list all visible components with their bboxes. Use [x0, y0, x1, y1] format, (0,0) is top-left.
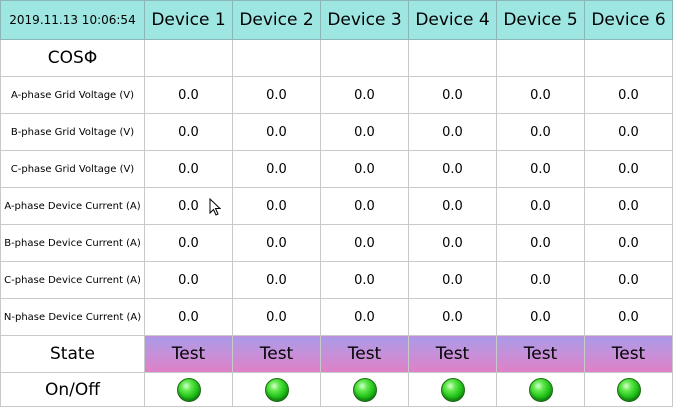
value-cell: 0.0	[497, 262, 585, 299]
value-cell: 0.0	[145, 114, 233, 151]
timestamp: 2019.11.13 10:06:54	[1, 1, 145, 40]
value-cell: 0.0	[497, 77, 585, 114]
value-cell: 0.0	[321, 151, 409, 188]
device-4-header: Device 4	[409, 1, 497, 40]
value-cell: 0.0	[145, 77, 233, 114]
green-led-icon[interactable]	[441, 378, 465, 402]
state-cell[interactable]: Test	[321, 336, 409, 373]
row-label: B-phase Grid Voltage (V)	[1, 114, 145, 151]
cos-phi-cell	[145, 40, 233, 77]
value-cell: 0.0	[585, 299, 673, 336]
value-cell: 0.0	[233, 262, 321, 299]
cos-phi-cell	[233, 40, 321, 77]
value-cell: 0.0	[585, 114, 673, 151]
value-cell: 0.0	[321, 299, 409, 336]
value-cell: 0.0	[321, 77, 409, 114]
table-row: C-phase Device Current (A) 0.0 0.0 0.0 0…	[1, 262, 673, 299]
state-cell[interactable]: Test	[585, 336, 673, 373]
state-label: State	[1, 336, 145, 373]
onoff-cell[interactable]	[409, 373, 497, 407]
device-6-header: Device 6	[585, 1, 673, 40]
value-cell: 0.0	[321, 225, 409, 262]
green-led-icon[interactable]	[353, 378, 377, 402]
value-cell: 0.0	[409, 151, 497, 188]
value-cell: 0.0	[321, 114, 409, 151]
device-2-header: Device 2	[233, 1, 321, 40]
value-cell: 0.0	[145, 299, 233, 336]
value-cell: 0.0	[233, 225, 321, 262]
value-cell: 0.0	[233, 188, 321, 225]
onoff-row: On/Off	[1, 373, 673, 407]
row-label: A-phase Grid Voltage (V)	[1, 77, 145, 114]
state-cell[interactable]: Test	[145, 336, 233, 373]
green-led-icon[interactable]	[617, 378, 641, 402]
value-cell: 0.0	[585, 225, 673, 262]
onoff-cell[interactable]	[321, 373, 409, 407]
value-cell: 0.0	[409, 299, 497, 336]
state-cell[interactable]: Test	[233, 336, 321, 373]
green-led-icon[interactable]	[177, 378, 201, 402]
onoff-cell[interactable]	[145, 373, 233, 407]
value-cell: 0.0	[409, 262, 497, 299]
device-3-header: Device 3	[321, 1, 409, 40]
value-cell: 0.0	[409, 225, 497, 262]
row-label: C-phase Device Current (A)	[1, 262, 145, 299]
table-row: A-phase Device Current (A) 0.0 0.0 0.0 0…	[1, 188, 673, 225]
row-label: A-phase Device Current (A)	[1, 188, 145, 225]
row-label: C-phase Grid Voltage (V)	[1, 151, 145, 188]
value-cell: 0.0	[233, 299, 321, 336]
value-cell: 0.0	[409, 114, 497, 151]
mouse-pointer-icon	[209, 198, 221, 216]
value-cell: 0.0	[497, 299, 585, 336]
value-cell: 0.0	[145, 262, 233, 299]
value-cell: 0.0	[409, 77, 497, 114]
green-led-icon[interactable]	[265, 378, 289, 402]
onoff-cell[interactable]	[497, 373, 585, 407]
value-cell: 0.0	[321, 188, 409, 225]
cos-phi-row: COSΦ	[1, 40, 673, 77]
table-row: A-phase Grid Voltage (V) 0.0 0.0 0.0 0.0…	[1, 77, 673, 114]
table-row: N-phase Device Current (A) 0.0 0.0 0.0 0…	[1, 299, 673, 336]
onoff-label: On/Off	[1, 373, 145, 407]
row-label: B-phase Device Current (A)	[1, 225, 145, 262]
state-cell[interactable]: Test	[409, 336, 497, 373]
row-label: N-phase Device Current (A)	[1, 299, 145, 336]
state-row: State Test Test Test Test Test Test	[1, 336, 673, 373]
value-cell: 0.0	[233, 77, 321, 114]
value-cell: 0.0	[585, 188, 673, 225]
cos-phi-cell	[321, 40, 409, 77]
onoff-cell[interactable]	[585, 373, 673, 407]
cos-phi-cell	[497, 40, 585, 77]
cos-phi-cell	[409, 40, 497, 77]
cos-phi-label: COSΦ	[1, 40, 145, 77]
value-cell: 0.0	[585, 77, 673, 114]
value-cell: 0.0	[145, 151, 233, 188]
device-5-header: Device 5	[497, 1, 585, 40]
green-led-icon[interactable]	[529, 378, 553, 402]
value-cell: 0.0	[497, 151, 585, 188]
value-cell: 0.0	[321, 262, 409, 299]
device-1-header: Device 1	[145, 1, 233, 40]
value-cell: 0.0	[233, 151, 321, 188]
value-cell: 0.0	[585, 151, 673, 188]
value-cell: 0.0	[233, 114, 321, 151]
value-cell: 0.0	[497, 114, 585, 151]
table-row: B-phase Grid Voltage (V) 0.0 0.0 0.0 0.0…	[1, 114, 673, 151]
value-cell: 0.0	[585, 262, 673, 299]
state-cell[interactable]: Test	[497, 336, 585, 373]
value-cell: 0.0	[145, 225, 233, 262]
cos-phi-cell	[585, 40, 673, 77]
table-row: B-phase Device Current (A) 0.0 0.0 0.0 0…	[1, 225, 673, 262]
onoff-cell[interactable]	[233, 373, 321, 407]
value-cell: 0.0	[409, 188, 497, 225]
header-row: 2019.11.13 10:06:54 Device 1 Device 2 De…	[1, 1, 673, 40]
value-cell: 0.0	[497, 225, 585, 262]
table-row: C-phase Grid Voltage (V) 0.0 0.0 0.0 0.0…	[1, 151, 673, 188]
value-cell: 0.0	[497, 188, 585, 225]
